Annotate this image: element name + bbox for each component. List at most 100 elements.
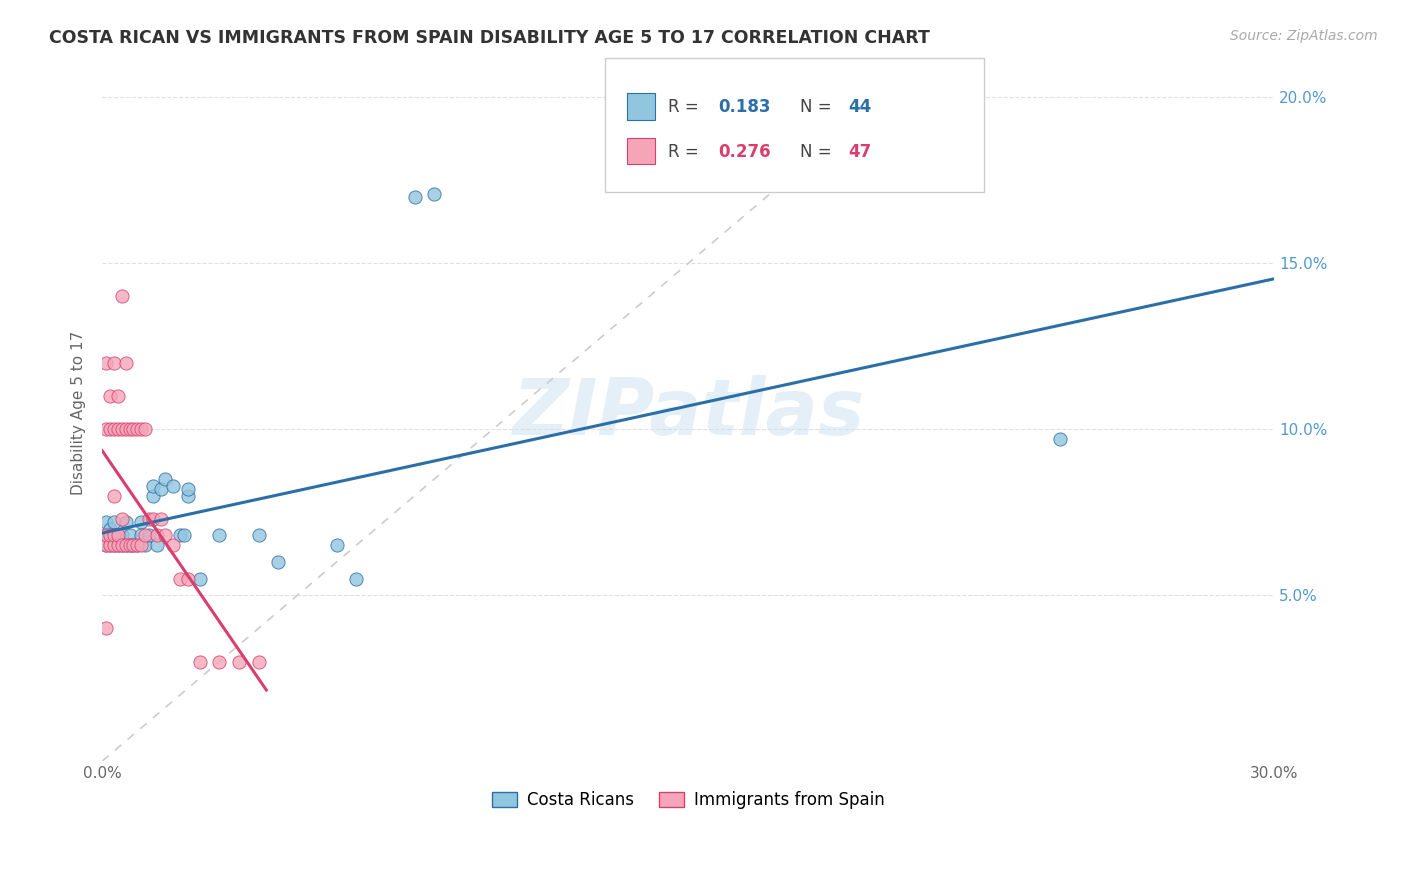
Point [103, 356, 125, 370]
Point [111, 289, 134, 303]
Point [153, 472, 176, 486]
Point [98, 422, 121, 436]
Point [404, 190, 426, 204]
Point [134, 538, 156, 552]
Point [103, 422, 125, 436]
Point [129, 422, 152, 436]
Point [114, 538, 136, 552]
Point [94, 356, 117, 370]
Point [111, 422, 134, 436]
Point [103, 538, 125, 552]
Point [188, 655, 211, 669]
Point [107, 528, 129, 542]
Point [127, 538, 149, 552]
Point [247, 655, 270, 669]
Point [107, 422, 129, 436]
Text: N =: N = [800, 143, 837, 161]
Y-axis label: Disability Age 5 to 17: Disability Age 5 to 17 [72, 330, 86, 495]
Point [98, 389, 121, 403]
Point [122, 422, 145, 436]
Point [94, 422, 117, 436]
Text: 0.276: 0.276 [718, 143, 770, 161]
Point [129, 538, 152, 552]
Point [94, 538, 117, 552]
Point [177, 482, 200, 496]
Point [162, 478, 184, 492]
Point [103, 489, 125, 503]
Point [94, 528, 117, 542]
Point [247, 528, 270, 542]
Point [142, 478, 165, 492]
Point [122, 538, 145, 552]
Text: ZIPatlas: ZIPatlas [512, 375, 865, 450]
Point [94, 515, 117, 529]
Point [208, 528, 231, 542]
Point [162, 538, 184, 552]
Point [111, 512, 134, 526]
Point [169, 528, 191, 542]
Point [103, 515, 125, 529]
Point [1049, 432, 1071, 446]
Text: COSTA RICAN VS IMMIGRANTS FROM SPAIN DISABILITY AGE 5 TO 17 CORRELATION CHART: COSTA RICAN VS IMMIGRANTS FROM SPAIN DIS… [49, 29, 931, 46]
Text: 0.183: 0.183 [718, 98, 770, 116]
Point [114, 422, 136, 436]
Point [98, 528, 121, 542]
Point [153, 528, 176, 542]
Point [146, 528, 169, 542]
Point [111, 528, 134, 542]
Text: 47: 47 [848, 143, 872, 161]
Point [103, 528, 125, 542]
Point [107, 538, 129, 552]
Point [94, 621, 117, 635]
Point [118, 422, 141, 436]
Point [177, 489, 200, 503]
Point [149, 512, 172, 526]
Point [98, 538, 121, 552]
Point [149, 482, 172, 496]
Point [107, 538, 129, 552]
Point [103, 528, 125, 542]
Text: Source: ZipAtlas.com: Source: ZipAtlas.com [1230, 29, 1378, 43]
Point [107, 528, 129, 542]
Text: R =: R = [668, 143, 704, 161]
Point [118, 538, 141, 552]
Point [173, 528, 195, 542]
Point [423, 186, 446, 201]
Point [98, 522, 121, 536]
Point [138, 528, 160, 542]
Point [188, 572, 211, 586]
Point [118, 538, 141, 552]
Point [344, 572, 367, 586]
Text: N =: N = [800, 98, 837, 116]
Point [127, 422, 149, 436]
Text: 44: 44 [848, 98, 872, 116]
Point [107, 389, 129, 403]
Point [169, 572, 191, 586]
Point [138, 512, 160, 526]
Point [134, 528, 156, 542]
Point [134, 422, 156, 436]
Point [208, 655, 231, 669]
Point [146, 538, 169, 552]
Point [103, 538, 125, 552]
Point [107, 528, 129, 542]
Point [103, 528, 125, 542]
Point [325, 538, 347, 552]
Point [142, 489, 165, 503]
Legend: Costa Ricans, Immigrants from Spain: Costa Ricans, Immigrants from Spain [485, 784, 891, 815]
Point [111, 538, 134, 552]
Point [267, 555, 290, 569]
Point [177, 572, 200, 586]
Point [98, 538, 121, 552]
Point [111, 538, 134, 552]
Point [142, 512, 165, 526]
Point [129, 515, 152, 529]
Point [114, 538, 136, 552]
Point [228, 655, 250, 669]
Point [98, 528, 121, 542]
Point [118, 528, 141, 542]
Point [122, 538, 145, 552]
Point [114, 515, 136, 529]
Point [114, 356, 136, 370]
Text: R =: R = [668, 98, 704, 116]
